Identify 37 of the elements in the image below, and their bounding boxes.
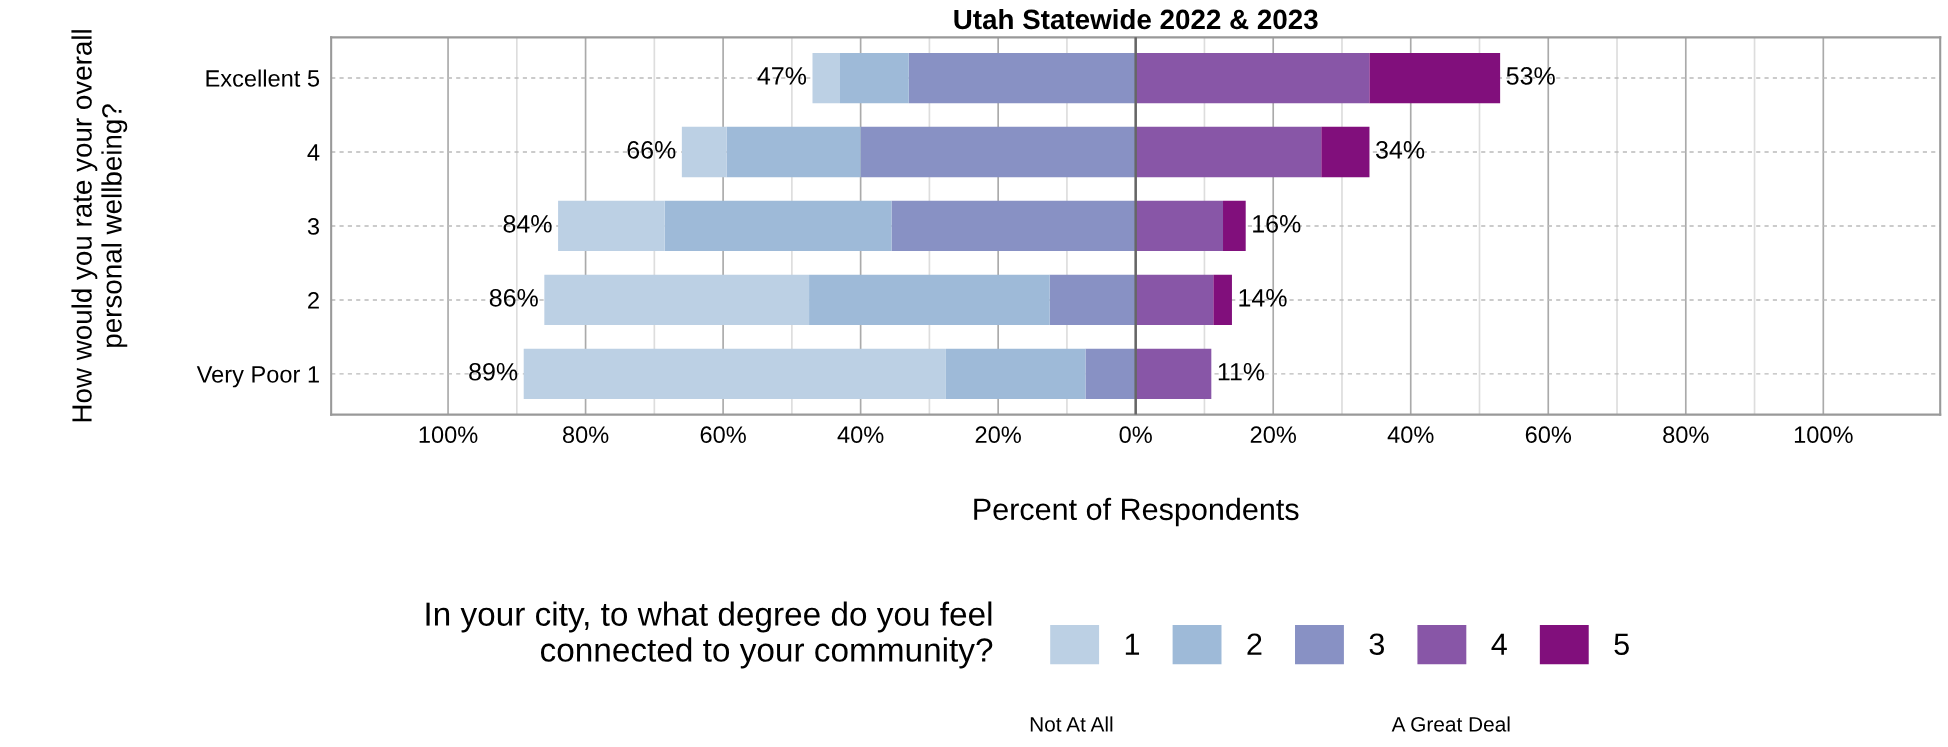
legend-title: In your city, to what degree do you feel connected to your community? [426, 601, 993, 669]
x-tick-label: 40% [837, 426, 884, 444]
annotation: 89% [469, 362, 518, 381]
annotation: 34% [1375, 141, 1425, 159]
x-tick-label: 20% [1250, 426, 1296, 444]
x-tick-label: 100% [1794, 426, 1853, 444]
x-tick-label: 0% [1119, 426, 1152, 444]
legend-label: 1 [1125, 633, 1140, 655]
y-tick-label: 2 [308, 292, 319, 309]
x-tick-label: 40% [1387, 426, 1434, 444]
y-tick-label: Very Poor 1 [196, 366, 319, 388]
annotation: 14% [1239, 289, 1287, 307]
legend-label: 4 [1491, 633, 1507, 655]
y-tick-label: Excellent 5 [206, 69, 320, 87]
annotation: 86% [489, 288, 538, 307]
legend-label: 5 [1614, 633, 1629, 656]
x-axis-title: Percent of Respondents [974, 497, 1299, 527]
annotation: 53% [1506, 67, 1555, 85]
x-tick-label: 100% [419, 426, 478, 444]
annotation: 84% [503, 214, 552, 233]
annotation: 11% [1218, 363, 1265, 381]
y-axis-title: How would you rate your overall personal wellbeing? [71, 30, 128, 422]
x-tick-label: 60% [700, 426, 746, 444]
annotation: 16% [1253, 214, 1301, 233]
x-tick-label: 60% [1525, 426, 1572, 444]
legend-label: 2 [1247, 633, 1262, 655]
text: A Great Deal [1391, 716, 1510, 732]
y-tick-label: 4 [307, 144, 320, 161]
x-tick-label: 80% [562, 426, 609, 444]
annotation: 47% [757, 67, 807, 85]
x-tick-label: 20% [975, 426, 1021, 444]
y-tick-label: 3 [307, 218, 320, 235]
text: Not At All [1030, 716, 1113, 732]
legend-label: 3 [1369, 633, 1384, 656]
chart-title: Utah Statewide 2022 & 2023 [954, 8, 1318, 30]
x-tick-label: 80% [1663, 426, 1709, 444]
annotation: 66% [627, 141, 676, 159]
